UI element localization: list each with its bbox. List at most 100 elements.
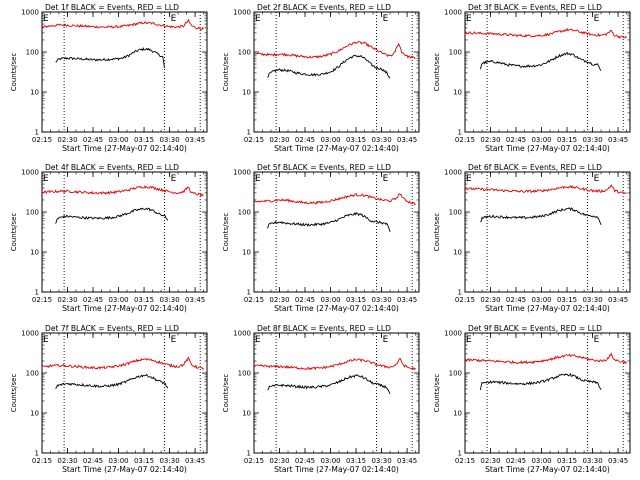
x-tick-label: 03:30 <box>582 457 602 465</box>
event-marker-label: E <box>43 335 49 345</box>
x-tick-label: 02:15 <box>455 296 475 304</box>
x-tick-label: 02:30 <box>57 457 77 465</box>
x-tick-label: 03:00 <box>320 296 340 304</box>
x-axis-label: Start Time (27-May-07 02:14:40) <box>274 465 399 474</box>
x-tick-label: 03:30 <box>371 296 391 304</box>
event-marker-label: E <box>466 174 472 184</box>
x-tick-label: 03:00 <box>531 296 551 304</box>
x-tick-label: 03:45 <box>608 296 628 304</box>
plot-panel: Det 6f BLACK = Events, RED = LLD 1 10 100 10… <box>433 163 631 313</box>
plot-panel: Det 1f BLACK = Events, RED = LLD 1 10 100 10… <box>10 3 208 153</box>
events-series-line <box>267 211 391 232</box>
x-tick-label: 03:00 <box>320 457 340 465</box>
y-tick-label: 1000 <box>21 9 39 17</box>
x-tick-label: 02:30 <box>269 136 289 144</box>
event-marker-label: E <box>255 335 261 345</box>
x-tick-label: 02:30 <box>57 136 77 144</box>
y-tick-label: 10 <box>30 89 39 97</box>
x-tick-label: 02:45 <box>295 457 315 465</box>
plot-frame <box>41 171 208 293</box>
lld-series-line <box>253 357 416 371</box>
x-tick-label: 03:30 <box>371 457 391 465</box>
x-tick-label: 02:15 <box>244 296 264 304</box>
event-marker-label: E <box>383 335 389 345</box>
y-tick-label: 1000 <box>21 330 39 338</box>
x-axis-label: Start Time (27-May-07 02:14:40) <box>62 144 187 153</box>
event-marker-label: E <box>383 14 389 24</box>
x-axis-label: Start Time (27-May-07 02:14:40) <box>274 144 399 153</box>
y-tick-label: 10 <box>30 249 39 257</box>
plot-frame <box>41 332 208 454</box>
lld-series-line <box>41 356 204 370</box>
x-tick-label: 02:30 <box>480 136 500 144</box>
y-tick-label: 10 <box>242 249 251 257</box>
y-axis-label: Counts/sec <box>222 213 230 252</box>
x-tick-label: 03:00 <box>108 136 128 144</box>
x-tick-label: 02:15 <box>32 136 52 144</box>
x-tick-label: 02:15 <box>244 136 264 144</box>
event-marker-label: E <box>43 14 49 24</box>
x-tick-label: 02:15 <box>32 296 52 304</box>
events-series-line <box>55 373 169 390</box>
plot-panel: Det 8f BLACK = Events, RED = LLD 1 10 100 10… <box>222 324 420 474</box>
x-tick-label: 03:15 <box>346 457 366 465</box>
x-tick-label: 03:00 <box>108 457 128 465</box>
x-tick-label: 03:30 <box>159 136 179 144</box>
y-tick-label: 100 <box>26 370 39 378</box>
x-tick-label: 03:00 <box>108 296 128 304</box>
y-tick-label: 1000 <box>444 169 462 177</box>
y-axis-label: Counts/sec <box>433 213 441 252</box>
x-tick-label: 02:30 <box>57 296 77 304</box>
x-tick-label: 02:30 <box>480 457 500 465</box>
y-tick-label: 1000 <box>444 330 462 338</box>
x-tick-label: 03:45 <box>608 136 628 144</box>
plot-title: Det 2f BLACK = Events, RED = LLD <box>257 3 391 12</box>
event-marker-label: E <box>171 335 177 345</box>
lld-series-line <box>41 185 204 197</box>
plot-frame <box>253 11 420 133</box>
plot-title: Det 8f BLACK = Events, RED = LLD <box>257 324 391 333</box>
y-tick-label: 100 <box>26 49 39 57</box>
y-tick-label: 100 <box>238 49 251 57</box>
x-tick-label: 02:15 <box>32 457 52 465</box>
y-tick-label: 10 <box>30 410 39 418</box>
y-tick-label: 1 <box>247 129 251 137</box>
x-tick-label: 03:15 <box>134 296 154 304</box>
x-tick-label: 03:15 <box>557 136 577 144</box>
lld-series-line <box>464 352 627 365</box>
events-series-line <box>267 374 391 395</box>
plot-panel: Det 3f BLACK = Events, RED = LLD 1 10 100 10… <box>433 3 631 153</box>
x-tick-label: 03:00 <box>320 136 340 144</box>
lld-series-line <box>41 18 204 31</box>
y-tick-label: 10 <box>242 410 251 418</box>
plot-panel: Det 4f BLACK = Events, RED = LLD 1 10 100 10… <box>10 163 208 313</box>
events-series-line <box>479 372 602 391</box>
x-tick-label: 03:45 <box>397 136 417 144</box>
y-tick-label: 1 <box>35 450 39 458</box>
y-tick-label: 100 <box>26 209 39 217</box>
event-marker-label: E <box>594 174 600 184</box>
x-axis-label: Start Time (27-May-07 02:14:40) <box>485 144 610 153</box>
x-tick-label: 03:45 <box>185 136 205 144</box>
x-tick-label: 03:15 <box>346 296 366 304</box>
x-tick-label: 02:30 <box>480 296 500 304</box>
lld-series-line <box>464 184 627 194</box>
plot-title: Det 7f BLACK = Events, RED = LLD <box>45 324 179 333</box>
plot-frame <box>464 332 631 454</box>
x-tick-label: 03:30 <box>371 136 391 144</box>
event-marker-label: E <box>255 14 261 24</box>
y-tick-label: 1000 <box>233 9 251 17</box>
plot-panel: Det 9f BLACK = Events, RED = LLD 1 10 100 10… <box>433 324 631 474</box>
y-tick-label: 10 <box>453 89 462 97</box>
events-series-line <box>480 207 602 226</box>
plot-frame <box>41 11 208 133</box>
y-tick-label: 1 <box>458 450 462 458</box>
x-tick-label: 03:45 <box>397 457 417 465</box>
x-tick-label: 03:15 <box>134 136 154 144</box>
y-tick-label: 1 <box>247 450 251 458</box>
x-axis-label: Start Time (27-May-07 02:14:40) <box>485 304 610 313</box>
plot-frame <box>253 171 420 293</box>
plot-panel: Det 5f BLACK = Events, RED = LLD 1 10 100 10… <box>222 163 420 313</box>
y-tick-label: 100 <box>238 209 251 217</box>
y-tick-label: 10 <box>242 89 251 97</box>
